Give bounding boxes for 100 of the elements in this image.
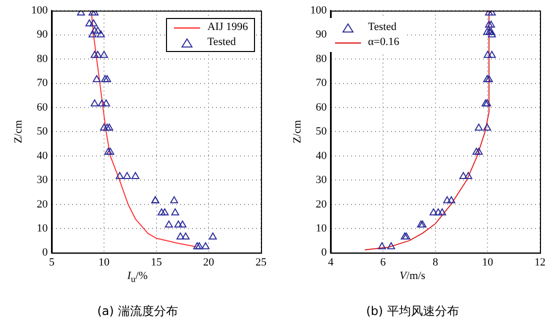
x-tick-label: 20: [203, 256, 215, 268]
point: [202, 242, 210, 250]
point: [487, 28, 496, 35]
y-tick-label: 70: [36, 77, 48, 90]
point: [485, 75, 493, 82]
y-tick-label: 0: [42, 246, 48, 259]
point: [100, 50, 108, 58]
y-tick-label: 40: [316, 150, 328, 162]
point: [472, 148, 480, 155]
x-tick-label: 8: [432, 256, 439, 268]
point: [88, 30, 96, 38]
y-tick-label: 50: [316, 126, 328, 138]
y-tick-label: 10: [36, 222, 48, 234]
point: [174, 220, 182, 228]
y-tick-label: 10: [316, 222, 328, 234]
y-tick-label: 90: [36, 28, 48, 41]
y-tick-label: 60: [36, 101, 48, 114]
point: [176, 232, 184, 240]
point: [90, 99, 99, 106]
point: [101, 75, 110, 82]
x-tick-label: 6: [380, 256, 386, 268]
point: [486, 28, 494, 35]
text: (a) 湍流度分布: [96, 303, 179, 320]
point: [464, 172, 472, 180]
y-tick-label: 90: [316, 28, 328, 41]
point: [182, 232, 190, 240]
point: [90, 50, 99, 58]
point: [487, 20, 496, 28]
point: [100, 124, 108, 131]
point: [102, 99, 110, 106]
x-tick-label: 12: [534, 256, 546, 268]
x-tick-label: 5: [48, 256, 55, 268]
x-tick-label: 4: [328, 256, 334, 268]
point: [104, 148, 112, 155]
point: [483, 28, 492, 35]
y-axis-title: Z/cm: [12, 120, 24, 144]
text: (b) 平均风速分布: [365, 303, 460, 320]
point: [387, 242, 396, 250]
legend-label: Tested: [368, 20, 397, 35]
point: [483, 124, 492, 131]
point: [92, 75, 101, 82]
point: [90, 26, 99, 34]
point: [116, 172, 124, 180]
x-axis-title: I$_{u}$/%: [126, 270, 149, 284]
point: [164, 220, 173, 228]
point: [96, 30, 105, 38]
point: [98, 99, 106, 106]
y-tick-label: 20: [36, 198, 48, 210]
y-tick-label: 0: [321, 246, 328, 259]
y-tick-label: 100: [310, 4, 328, 16]
point: [158, 208, 166, 216]
y-tick-label: 70: [316, 77, 328, 90]
x-tick-label: 25: [256, 256, 267, 268]
legend-label: AIJ 1996: [207, 20, 248, 35]
point: [178, 220, 186, 228]
y-tick-label: 20: [316, 198, 328, 210]
y-tick-label: 60: [316, 101, 328, 114]
x-tick-label: 15: [150, 256, 162, 268]
legend-label: Tested: [207, 35, 236, 50]
point: [488, 50, 496, 58]
y-tick-label: 40: [36, 150, 48, 162]
point: [438, 208, 446, 216]
point: [488, 30, 496, 38]
point: [170, 196, 178, 204]
point: [94, 50, 102, 58]
x-axis-title: V/m/s: [398, 270, 426, 282]
point: [90, 19, 98, 26]
point: [474, 148, 483, 155]
point: [195, 242, 204, 250]
point: [106, 148, 114, 155]
y-tick-label: 30: [36, 174, 48, 186]
point: [443, 196, 452, 204]
legend-label: α=0.16: [368, 35, 400, 50]
point: [474, 124, 483, 131]
point: [485, 20, 493, 28]
point: [105, 124, 114, 131]
y-tick-label: 80: [36, 52, 48, 65]
point: [123, 172, 132, 180]
y-tick-label: 30: [316, 174, 328, 186]
x-tick-label: 10: [482, 256, 494, 268]
point: [418, 220, 426, 228]
y-axis-title: Z/cm: [291, 120, 304, 144]
x-tick-label: 10: [98, 256, 110, 268]
point: [103, 75, 112, 82]
point: [483, 75, 492, 82]
point: [459, 172, 468, 180]
point: [193, 242, 202, 250]
point: [378, 242, 386, 250]
point: [94, 26, 102, 34]
point: [171, 208, 180, 216]
y-tick-label: 50: [36, 126, 48, 138]
point: [103, 124, 112, 131]
point: [430, 208, 438, 216]
point: [85, 19, 94, 26]
point: [434, 208, 442, 216]
y-tick-label: 100: [31, 4, 48, 16]
point: [447, 196, 456, 204]
point: [208, 232, 217, 240]
point: [484, 50, 492, 58]
point: [416, 220, 425, 228]
